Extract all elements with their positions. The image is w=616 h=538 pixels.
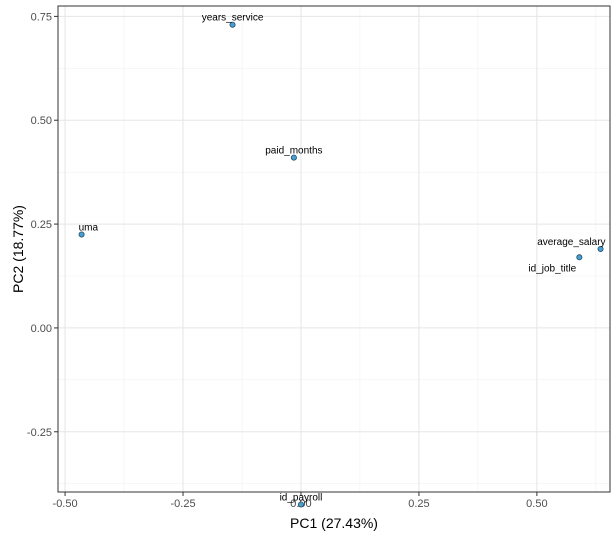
y-tick-label: 0.75: [31, 11, 52, 23]
data-point-label: average_salary: [537, 237, 605, 248]
x-axis-ticks: -0.50-0.250.000.250.50: [53, 492, 548, 510]
y-axis-ticks: -0.25 0.00 0.25 0.50 0.75: [27, 11, 58, 439]
x-tick-label: 0.50: [526, 498, 547, 510]
y-tick-label: -0.25: [27, 427, 52, 439]
data-point: [78, 231, 85, 238]
data-point: [576, 254, 583, 261]
y-tick-label: 0.00: [31, 323, 52, 335]
y-tick-label: 0.50: [31, 115, 52, 127]
major-gridlines: [58, 6, 610, 492]
x-axis-title: PC1 (27.43%): [290, 515, 378, 531]
minor-gridlines: [58, 6, 610, 492]
data-point-label: id_payroll: [280, 492, 323, 503]
y-tick-label: 0.25: [31, 219, 52, 231]
x-tick-label: -0.25: [170, 498, 195, 510]
data-point: [597, 245, 604, 252]
data-point-label: id_job_title: [528, 263, 576, 274]
plot-panel-border: [57, 5, 611, 493]
x-tick-label: -0.50: [53, 498, 78, 510]
data-point: [290, 154, 297, 161]
y-axis-title: PC2 (18.77%): [10, 205, 26, 293]
x-tick-label: 0.25: [408, 498, 429, 510]
data-point: [229, 21, 236, 28]
data-point: [297, 501, 304, 508]
data-point-label: paid_months: [265, 146, 322, 157]
data-point-label: years_service: [202, 13, 264, 24]
data-points: [78, 21, 604, 508]
data-point-label: uma: [79, 222, 99, 233]
